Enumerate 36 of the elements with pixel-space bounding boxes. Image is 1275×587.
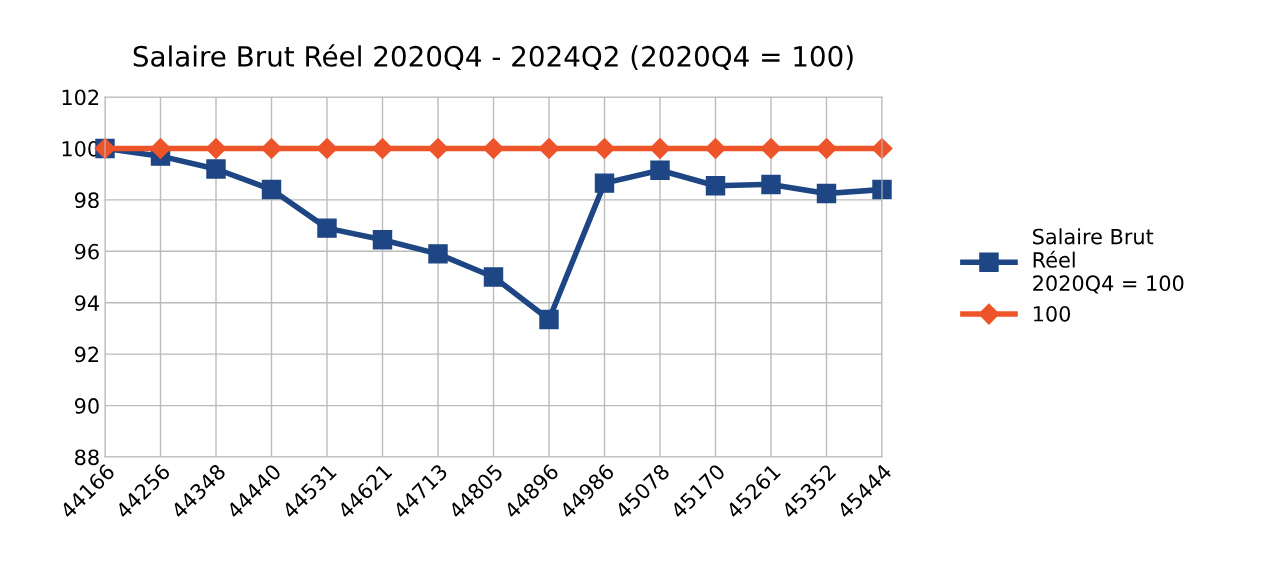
point [872, 179, 892, 200]
point [428, 244, 448, 264]
legend-label: 100 [1033, 305, 1071, 322]
point [760, 137, 782, 159]
point [705, 175, 726, 196]
y-tick-label: 94 [74, 295, 99, 311]
y-tick-label: 98 [74, 192, 99, 209]
point [260, 137, 283, 159]
point [816, 183, 837, 204]
point [538, 137, 560, 159]
point [649, 137, 671, 159]
legend-label: Salaire Brut Réel 2020Q4 = 100 [1033, 228, 1184, 294]
chart-title: Salaire Brut Réel 2020Q4 - 2024Q2 (2020Q4 = 100) [133, 44, 853, 71]
point [261, 179, 282, 200]
point [483, 267, 504, 287]
y-tick-label: 88 [75, 449, 99, 466]
point [317, 218, 337, 238]
y-tick-label: 92 [74, 346, 99, 363]
point [206, 159, 226, 179]
point [371, 137, 394, 159]
point [427, 137, 449, 159]
point [593, 137, 616, 159]
point [650, 160, 670, 181]
point [761, 174, 781, 195]
point [704, 137, 727, 159]
point [316, 137, 338, 159]
y-tick-label: 96 [74, 243, 99, 260]
point [815, 137, 838, 159]
point [205, 137, 227, 159]
point [149, 137, 172, 159]
point [539, 309, 559, 330]
point [482, 137, 505, 159]
point [372, 229, 393, 250]
point [594, 173, 615, 193]
y-tick-label: 90 [74, 398, 99, 414]
y-tick-label: 102 [62, 89, 99, 106]
